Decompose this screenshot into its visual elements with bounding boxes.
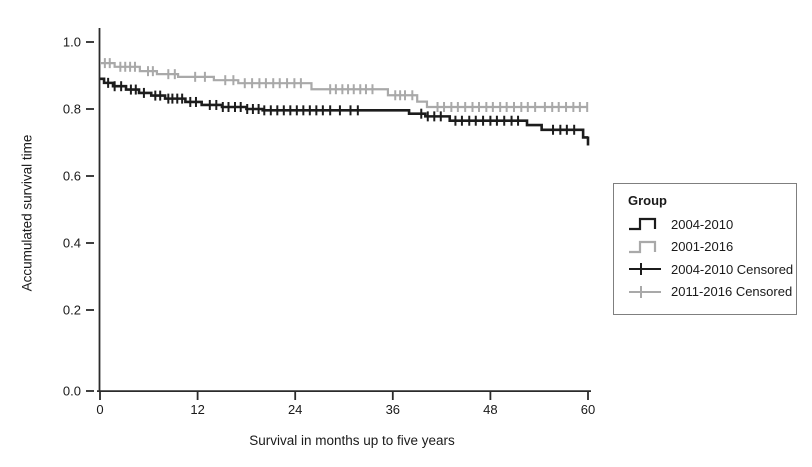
y-tick-label: 0.0 <box>63 384 81 399</box>
x-tick-label: 60 <box>581 402 595 417</box>
censored-plus-icon <box>629 263 661 276</box>
legend-label: 2011-2016 Censored <box>671 284 793 300</box>
y-axis-title: Accumulated survival time <box>19 134 35 292</box>
x-tick-label: 48 <box>483 402 497 417</box>
step-line-icon <box>629 240 657 253</box>
legend-item: 2004-2010 Censored <box>628 258 794 281</box>
censored-plus-icon <box>629 285 661 298</box>
axes <box>86 28 591 400</box>
y-tick-label: 1.0 <box>63 35 81 50</box>
legend-item: 2011-2016 Censored <box>628 281 793 304</box>
legend-item: 2001-2016 <box>628 236 790 259</box>
legend-label: 2004-2010 <box>671 216 734 232</box>
legend-title: Group <box>628 193 667 208</box>
legend-label: 2001-2016 <box>671 239 734 255</box>
x-tick-label: 24 <box>288 402 302 417</box>
y-tick-label: 0.4 <box>63 236 81 251</box>
series-2004-2010 <box>100 77 590 146</box>
y-tick-label: 0.2 <box>63 303 81 318</box>
x-tick-label: 36 <box>386 402 400 417</box>
series-2011-2016 <box>100 58 589 112</box>
legend: Group 2004-2010 2001-2016 2004-2010 Cens… <box>613 183 797 315</box>
legend-item: 2004-2010 <box>628 213 790 236</box>
x-tick-label: 12 <box>190 402 204 417</box>
legend-label: 2004-2010 Censored <box>671 261 794 277</box>
y-tick-label: 0.8 <box>63 102 81 117</box>
step-line-icon <box>629 218 657 231</box>
y-tick-label: 0.6 <box>63 169 81 184</box>
x-axis-title: Survival in months up to five years <box>249 433 455 448</box>
x-tick-label: 0 <box>96 402 103 417</box>
